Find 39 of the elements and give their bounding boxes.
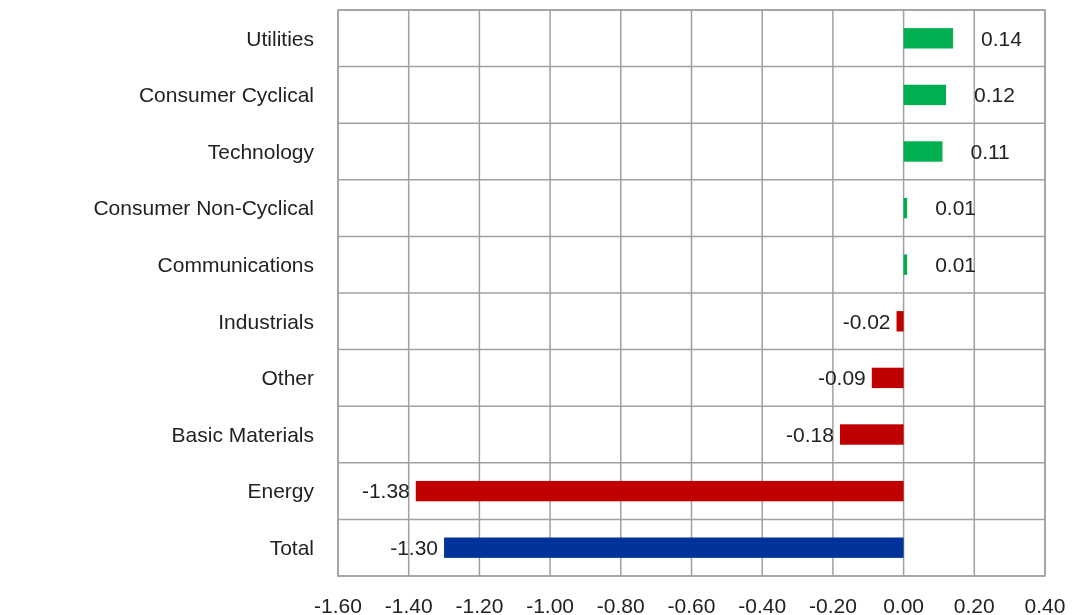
data-label: -1.38 — [361, 479, 410, 503]
data-label: -0.02 — [842, 309, 891, 333]
y-tick-label: Total — [269, 536, 314, 560]
x-tick-label: -0.40 — [738, 594, 787, 615]
y-tick-label: Technology — [207, 139, 315, 163]
y-tick-label: Industrials — [218, 309, 314, 333]
data-label: 0.14 — [981, 26, 1023, 50]
data-label: 0.12 — [974, 83, 1015, 107]
data-label: 0.01 — [935, 253, 977, 277]
data-label: 0.11 — [970, 139, 1010, 163]
y-tick-label: Basic Materials — [171, 422, 314, 446]
data-label: 0.01 — [935, 196, 977, 220]
x-tick-label: -0.80 — [596, 594, 645, 615]
data-label: -0.09 — [817, 366, 866, 390]
y-tick-label: Energy — [247, 479, 315, 503]
x-tick-label: -1.40 — [384, 594, 433, 615]
bar — [903, 84, 947, 106]
bar — [903, 141, 943, 162]
bar — [871, 367, 904, 389]
bar — [896, 311, 904, 332]
y-tick-label: Communications — [157, 253, 314, 277]
x-tick-label: -1.20 — [455, 594, 504, 615]
y-tick-label: Utilities — [246, 26, 314, 50]
x-tick-label: 0.40 — [1024, 594, 1066, 615]
y-tick-label: Other — [261, 366, 314, 390]
bar — [839, 424, 904, 445]
x-tick-label: -0.60 — [667, 594, 716, 615]
x-tick-label: -1.00 — [526, 594, 575, 615]
y-tick-label: Consumer Non-Cyclical — [93, 196, 314, 220]
bar — [903, 28, 954, 49]
x-tick-label: -1.60 — [314, 594, 362, 615]
data-label: -1.30 — [390, 536, 439, 560]
bar — [444, 537, 904, 558]
bar — [415, 480, 904, 502]
x-tick-label: 0.00 — [883, 594, 925, 615]
y-tick-label: Consumer Cyclical — [138, 83, 314, 107]
x-tick-label: 0.20 — [953, 594, 995, 615]
x-tick-label: -0.20 — [808, 594, 857, 615]
data-label: -0.18 — [786, 422, 834, 446]
